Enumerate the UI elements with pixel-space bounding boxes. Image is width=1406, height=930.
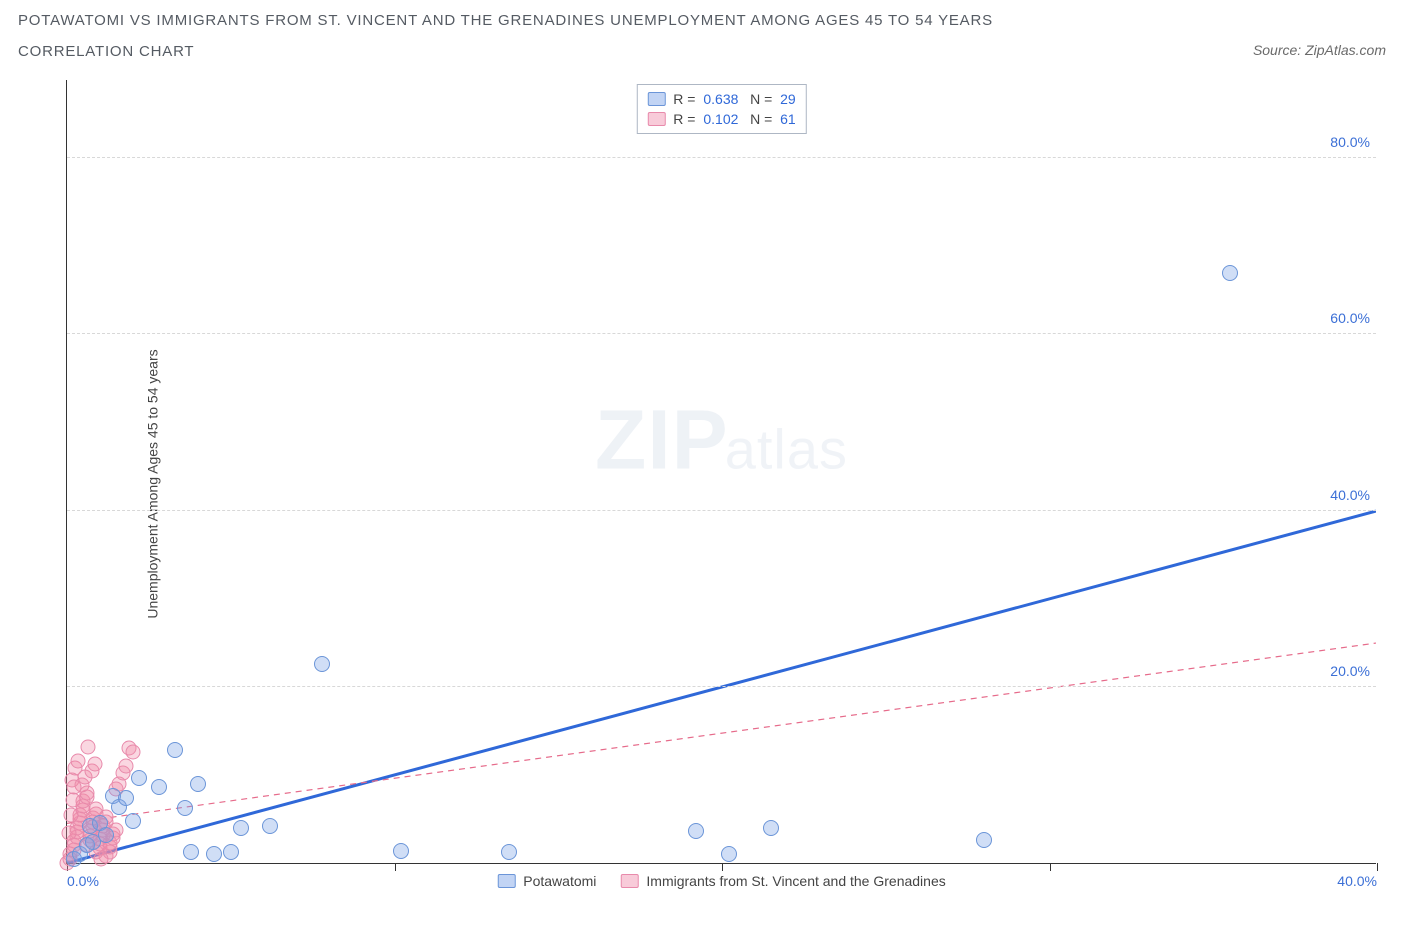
data-point xyxy=(67,780,82,795)
data-point xyxy=(183,844,199,860)
legend-stat-text: R = 0.638 N = 29 xyxy=(673,91,795,107)
legend-series: Potawatomi Immigrants from St. Vincent an… xyxy=(497,873,946,889)
y-tick-label: 60.0% xyxy=(1330,310,1370,326)
trend-line xyxy=(67,643,1376,823)
chart-title-line2: CORRELATION CHART xyxy=(18,43,1388,60)
data-point xyxy=(233,820,249,836)
legend-swatch xyxy=(647,112,665,126)
watermark: ZIPatlas xyxy=(595,392,848,489)
data-point xyxy=(1222,265,1238,281)
legend-stats: R = 0.638 N = 29 R = 0.102 N = 61 xyxy=(636,84,806,134)
y-tick-label: 80.0% xyxy=(1330,134,1370,150)
chart-container: Unemployment Among Ages 45 to 54 years Z… xyxy=(18,78,1388,890)
data-point xyxy=(63,808,78,823)
data-point xyxy=(81,739,96,754)
legend-stat-row: R = 0.638 N = 29 xyxy=(647,89,795,109)
x-tick xyxy=(1050,863,1051,871)
data-point xyxy=(167,742,183,758)
data-point xyxy=(125,745,140,760)
data-point xyxy=(151,779,167,795)
data-point xyxy=(94,852,109,867)
legend-item: Immigrants from St. Vincent and the Gren… xyxy=(620,873,945,889)
data-point xyxy=(98,827,114,843)
data-point xyxy=(131,770,147,786)
x-tick xyxy=(1377,863,1378,871)
legend-swatch xyxy=(647,92,665,106)
data-point xyxy=(177,800,193,816)
data-point xyxy=(688,823,704,839)
trend-lines xyxy=(67,80,1376,863)
source-label: Source: ZipAtlas.com xyxy=(1253,42,1386,58)
data-point xyxy=(190,776,206,792)
y-tick-label: 40.0% xyxy=(1330,487,1370,503)
gridline xyxy=(67,333,1376,334)
data-point xyxy=(393,843,409,859)
data-point xyxy=(61,826,76,841)
y-tick-label: 20.0% xyxy=(1330,663,1370,679)
x-tick-label: 0.0% xyxy=(67,873,99,889)
data-point xyxy=(125,813,141,829)
data-point xyxy=(314,656,330,672)
legend-stat-row: R = 0.102 N = 61 xyxy=(647,109,795,129)
data-point xyxy=(976,832,992,848)
legend-stat-text: R = 0.102 N = 61 xyxy=(673,111,795,127)
data-point xyxy=(71,753,86,768)
data-point xyxy=(223,844,239,860)
data-point xyxy=(763,820,779,836)
trend-line xyxy=(67,511,1376,863)
legend-item: Potawatomi xyxy=(497,873,596,889)
chart-title-line1: POTAWATOMI VS IMMIGRANTS FROM ST. VINCEN… xyxy=(18,12,1388,29)
gridline xyxy=(67,686,1376,687)
data-point xyxy=(87,757,102,772)
gridline xyxy=(67,157,1376,158)
legend-label: Immigrants from St. Vincent and the Gren… xyxy=(646,873,945,889)
x-tick-label: 40.0% xyxy=(1337,873,1377,889)
legend-label: Potawatomi xyxy=(523,873,596,889)
data-point xyxy=(118,790,134,806)
legend-swatch xyxy=(620,874,638,888)
x-tick xyxy=(722,863,723,871)
plot-area: ZIPatlas R = 0.638 N = 29 R = 0.102 N = 6… xyxy=(66,80,1376,864)
data-point xyxy=(262,818,278,834)
legend-swatch xyxy=(497,874,515,888)
data-point xyxy=(118,759,133,774)
data-point xyxy=(721,846,737,862)
data-point xyxy=(501,844,517,860)
x-tick xyxy=(395,863,396,871)
data-point xyxy=(206,846,222,862)
gridline xyxy=(67,510,1376,511)
